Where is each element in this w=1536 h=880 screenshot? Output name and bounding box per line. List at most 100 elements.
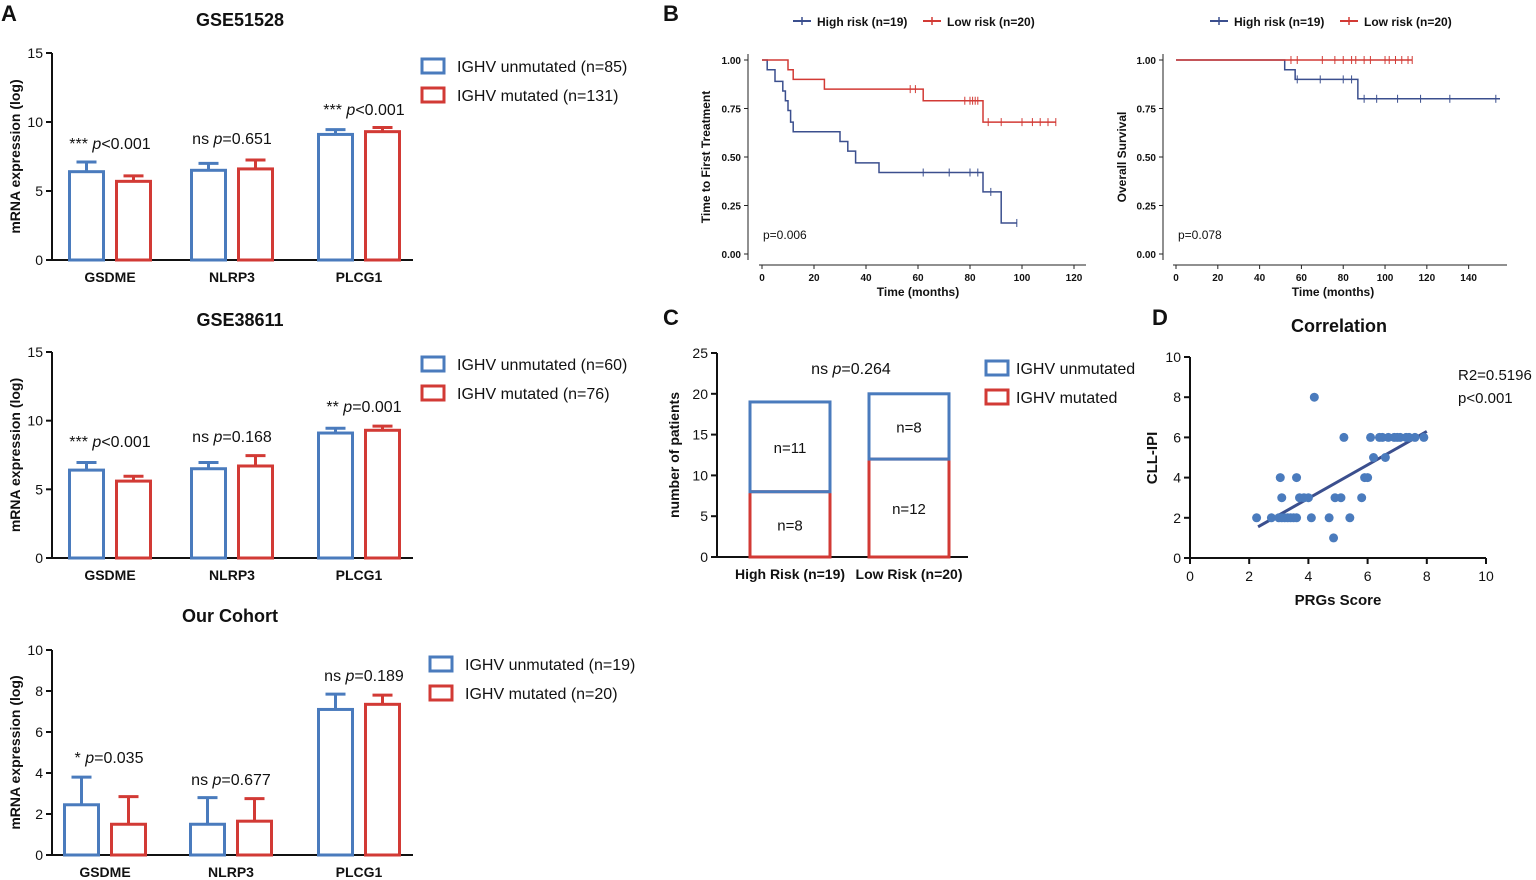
gse51528-bar-chart: GSE51528 0 5 10 15 mRNA expression (log) GSDME… [7,10,627,285]
legend-swatch [420,384,446,402]
x-tick-label: 0 [1186,568,1194,584]
x-tick-label: 120 [1418,273,1435,284]
legend-label: IGHV unmutated (n=19) [465,657,635,674]
y-axis-label: mRNA expression (log) [7,675,23,829]
risk-stacked-bar-chart: 0 5 10 15 20 25 number of patients High Risk (n… [666,345,1135,582]
p-value-annotation: * p=0.035 [75,750,144,767]
p-value-annotation: *** p<0.001 [69,136,151,153]
ttft-survival-chart: High risk (n=19) Low risk (n=20) 0.00 0.25 0… [699,15,1086,299]
survival-curve [762,59,1056,123]
y-tick-label: 0 [700,549,708,565]
bar [190,467,227,560]
x-axis-label: PRGs Score [1295,592,1382,609]
our-cohort-bar-chart: Our Cohort 0 2 4 6 8 10 mRNA expression (log) GS… [7,606,635,880]
x-tick-label: 0 [1173,273,1179,284]
scatter-point [1366,432,1376,442]
p-value-annotation-stars: ** [326,399,343,416]
p-value-annotation-stars: *** [323,102,346,119]
legend-swatch [420,86,446,104]
x-tick-label: 20 [1212,273,1224,284]
y-axis-label: Overall Survival [1115,112,1129,203]
y-axis-label: number of patients [666,392,682,518]
scatter-point [1329,533,1339,543]
x-axis-label: Time (months) [1292,285,1374,299]
scatter-point [1363,473,1373,483]
y-tick-label: 2 [35,806,43,822]
scatter-point [1266,513,1276,523]
legend-swatch [428,684,454,702]
y-tick-label: 0.00 [1137,250,1157,261]
x-tick-label: 4 [1305,568,1313,584]
correlation-scatter-chart: Correlation 0 2 4 6 8 10 0 2 4 6 8 10 PRGs Score CLL-I… [1144,316,1532,609]
x-tick-label: PLCG1 [336,269,383,285]
legend-swatch [984,388,1010,406]
bar [237,167,274,262]
segment-label: n=11 [774,440,807,457]
x-tick-label: 20 [808,273,820,284]
p-value-annotation-rest: =0.651 [222,131,271,148]
bar [115,179,152,262]
y-tick-label: 0.00 [722,250,742,261]
survival-curve [762,59,1017,224]
y-tick-label: 1.00 [722,56,742,67]
p-value-annotation-stars: *** [69,136,92,153]
bar [236,819,273,857]
p-value-annotation: ns p=0.651 [192,131,272,148]
legend-swatch [420,355,446,373]
legend-label: IGHV mutated (n=131) [457,88,618,105]
x-tick-label: 8 [1423,568,1431,584]
scatter-point [1419,432,1429,442]
y-tick-label: 6 [35,724,43,740]
r-squared: R2=0.5196 [1458,367,1532,384]
y-axis-label: CLL-IPI [1144,432,1161,485]
scatter-point [1306,513,1316,523]
x-tick-label: NLRP3 [208,864,254,880]
p-value-annotation-p: p [345,668,355,685]
y-tick-label: 20 [692,386,708,402]
p-value-annotation: ** p=0.001 [326,399,401,416]
y-tick-label: 10 [27,642,43,658]
legend-swatch [420,57,446,75]
y-tick-label: 1.00 [1137,56,1157,67]
p-value-annotation-p: p [213,131,223,148]
y-tick-label: 10 [27,413,43,429]
legend-swatch [984,359,1010,377]
y-tick-label: 25 [692,345,708,361]
y-tick-label: 0 [35,847,43,863]
panel-label-b: B [663,1,679,26]
scatter-point [1292,473,1302,483]
segment-label: n=8 [896,419,921,436]
p-value-annotation-rest: <0.001 [355,102,404,119]
x-tick-label: 100 [1377,273,1394,284]
panel-label-d: D [1152,305,1168,330]
p-value-annotation: ns p=0.189 [324,668,404,685]
x-tick-label: 80 [964,273,976,284]
bar [364,702,401,857]
os-survival-chart: High risk (n=19) Low risk (n=20) 0.00 0.25 0… [1115,15,1507,299]
bar [317,132,354,262]
bar [237,464,274,560]
p-value-annotation-p: p [91,434,101,451]
y-tick-label: 0.25 [722,202,742,213]
x-tick-label: 60 [1296,273,1308,284]
x-tick-label: 60 [912,273,924,284]
segment-label: n=12 [892,501,926,518]
scatter-point [1292,513,1302,523]
legend-label: High risk (n=19) [1234,15,1324,29]
bar [68,170,105,262]
p-value-annotation: ns p=0.677 [191,772,271,789]
y-tick-label: 10 [27,114,43,130]
p-value-annotation-p: p [832,361,842,378]
x-tick-label: 120 [1066,273,1083,284]
y-tick-label: 0.50 [1137,153,1157,164]
scatter-point [1380,453,1390,462]
p-value: p=0.006 [763,228,807,242]
scatter-point [1369,453,1379,462]
legend-label: IGHV unmutated [1016,361,1135,378]
x-tick-label: PLCG1 [336,567,383,583]
y-tick-label: 10 [692,467,708,483]
y-tick-label: 0 [35,252,43,268]
scatter-point [1275,473,1285,483]
legend-label: IGHV mutated [1016,390,1117,407]
legend-label: IGHV mutated (n=20) [465,686,618,703]
